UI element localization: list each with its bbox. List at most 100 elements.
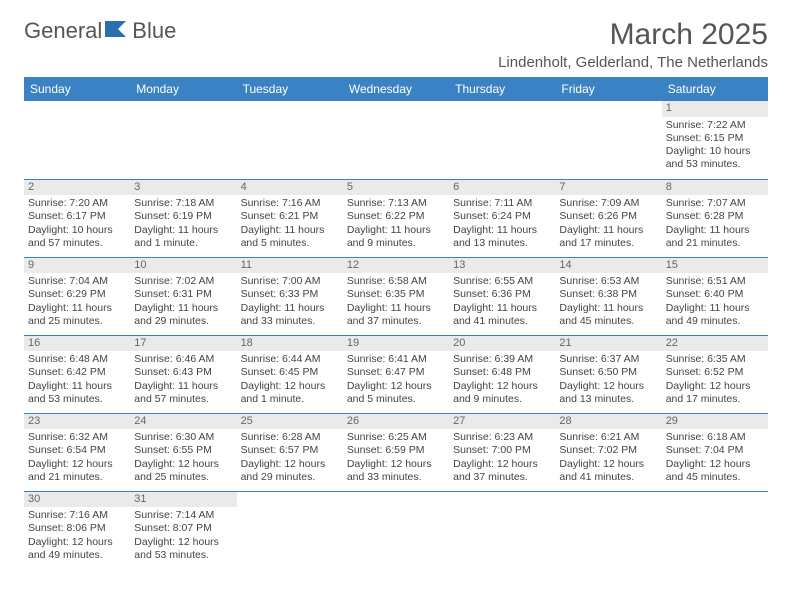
daylight-text: Daylight: 10 hours and 57 minutes. <box>28 224 126 250</box>
sunset-text: Sunset: 6:22 PM <box>347 210 445 223</box>
day-number: 9 <box>24 258 130 274</box>
sunset-text: Sunset: 6:57 PM <box>241 444 339 457</box>
sunrise-text: Sunrise: 6:41 AM <box>347 353 445 366</box>
flag-icon <box>104 18 130 44</box>
calendar-week-row: 23Sunrise: 6:32 AMSunset: 6:54 PMDayligh… <box>24 413 768 491</box>
calendar-day-cell: 9Sunrise: 7:04 AMSunset: 6:29 PMDaylight… <box>24 257 130 335</box>
sunrise-text: Sunrise: 6:44 AM <box>241 353 339 366</box>
daylight-text: Daylight: 11 hours and 21 minutes. <box>666 224 764 250</box>
day-header: Thursday <box>449 77 555 101</box>
day-number: 4 <box>237 180 343 196</box>
day-number: 12 <box>343 258 449 274</box>
day-number: 7 <box>555 180 661 196</box>
calendar-day-cell: 16Sunrise: 6:48 AMSunset: 6:42 PMDayligh… <box>24 335 130 413</box>
sunset-text: Sunset: 6:33 PM <box>241 288 339 301</box>
calendar-day-cell <box>237 101 343 179</box>
title-block: March 2025 Lindenholt, Gelderland, The N… <box>498 18 768 71</box>
daylight-text: Daylight: 11 hours and 1 minute. <box>134 224 232 250</box>
daylight-text: Daylight: 12 hours and 13 minutes. <box>559 380 657 406</box>
day-number: 1 <box>662 101 768 117</box>
sunset-text: Sunset: 6:52 PM <box>666 366 764 379</box>
sunrise-text: Sunrise: 6:30 AM <box>134 431 232 444</box>
daylight-text: Daylight: 11 hours and 25 minutes. <box>28 302 126 328</box>
daylight-text: Daylight: 11 hours and 33 minutes. <box>241 302 339 328</box>
calendar-day-cell: 11Sunrise: 7:00 AMSunset: 6:33 PMDayligh… <box>237 257 343 335</box>
day-number: 3 <box>130 180 236 196</box>
sunrise-text: Sunrise: 6:55 AM <box>453 275 551 288</box>
calendar-day-cell <box>130 101 236 179</box>
calendar-day-cell: 3Sunrise: 7:18 AMSunset: 6:19 PMDaylight… <box>130 179 236 257</box>
day-number: 5 <box>343 180 449 196</box>
calendar-day-cell: 24Sunrise: 6:30 AMSunset: 6:55 PMDayligh… <box>130 413 236 491</box>
daylight-text: Daylight: 12 hours and 5 minutes. <box>347 380 445 406</box>
calendar-week-row: 16Sunrise: 6:48 AMSunset: 6:42 PMDayligh… <box>24 335 768 413</box>
day-number: 2 <box>24 180 130 196</box>
calendar-week-row: 30Sunrise: 7:16 AMSunset: 8:06 PMDayligh… <box>24 491 768 569</box>
day-number: 6 <box>449 180 555 196</box>
day-number: 14 <box>555 258 661 274</box>
calendar-day-cell <box>237 491 343 569</box>
day-number: 18 <box>237 336 343 352</box>
day-number: 17 <box>130 336 236 352</box>
sunrise-text: Sunrise: 6:51 AM <box>666 275 764 288</box>
daylight-text: Daylight: 11 hours and 57 minutes. <box>134 380 232 406</box>
sunset-text: Sunset: 6:43 PM <box>134 366 232 379</box>
sunset-text: Sunset: 6:36 PM <box>453 288 551 301</box>
calendar-day-cell: 31Sunrise: 7:14 AMSunset: 8:07 PMDayligh… <box>130 491 236 569</box>
sunrise-text: Sunrise: 7:09 AM <box>559 197 657 210</box>
sunset-text: Sunset: 6:42 PM <box>28 366 126 379</box>
day-number: 23 <box>24 414 130 430</box>
sunrise-text: Sunrise: 7:22 AM <box>666 119 764 132</box>
page-header: General Blue March 2025 Lindenholt, Gelde… <box>24 18 768 71</box>
daylight-text: Daylight: 12 hours and 1 minute. <box>241 380 339 406</box>
day-header: Monday <box>130 77 236 101</box>
daylight-text: Daylight: 12 hours and 17 minutes. <box>666 380 764 406</box>
calendar-day-cell <box>343 101 449 179</box>
daylight-text: Daylight: 12 hours and 49 minutes. <box>28 536 126 562</box>
daylight-text: Daylight: 12 hours and 9 minutes. <box>453 380 551 406</box>
brand-text-part1: General <box>24 18 102 44</box>
daylight-text: Daylight: 11 hours and 37 minutes. <box>347 302 445 328</box>
brand-text-part2: Blue <box>132 18 176 44</box>
sunrise-text: Sunrise: 7:13 AM <box>347 197 445 210</box>
month-title: March 2025 <box>498 18 768 52</box>
sunset-text: Sunset: 7:02 PM <box>559 444 657 457</box>
calendar-day-cell: 28Sunrise: 6:21 AMSunset: 7:02 PMDayligh… <box>555 413 661 491</box>
sunrise-text: Sunrise: 6:35 AM <box>666 353 764 366</box>
sunset-text: Sunset: 8:07 PM <box>134 522 232 535</box>
daylight-text: Daylight: 11 hours and 29 minutes. <box>134 302 232 328</box>
daylight-text: Daylight: 12 hours and 29 minutes. <box>241 458 339 484</box>
day-number: 22 <box>662 336 768 352</box>
calendar-day-cell: 21Sunrise: 6:37 AMSunset: 6:50 PMDayligh… <box>555 335 661 413</box>
sunrise-text: Sunrise: 6:23 AM <box>453 431 551 444</box>
calendar-day-cell: 8Sunrise: 7:07 AMSunset: 6:28 PMDaylight… <box>662 179 768 257</box>
day-number: 31 <box>130 492 236 508</box>
sunset-text: Sunset: 6:40 PM <box>666 288 764 301</box>
calendar-day-cell: 23Sunrise: 6:32 AMSunset: 6:54 PMDayligh… <box>24 413 130 491</box>
daylight-text: Daylight: 11 hours and 5 minutes. <box>241 224 339 250</box>
calendar-day-cell <box>555 101 661 179</box>
sunset-text: Sunset: 6:35 PM <box>347 288 445 301</box>
calendar-day-cell <box>449 491 555 569</box>
calendar-day-cell: 29Sunrise: 6:18 AMSunset: 7:04 PMDayligh… <box>662 413 768 491</box>
calendar-week-row: 9Sunrise: 7:04 AMSunset: 6:29 PMDaylight… <box>24 257 768 335</box>
sunset-text: Sunset: 6:47 PM <box>347 366 445 379</box>
sunset-text: Sunset: 6:38 PM <box>559 288 657 301</box>
calendar-week-row: 1Sunrise: 7:22 AMSunset: 6:15 PMDaylight… <box>24 101 768 179</box>
sunrise-text: Sunrise: 7:07 AM <box>666 197 764 210</box>
calendar-day-cell: 25Sunrise: 6:28 AMSunset: 6:57 PMDayligh… <box>237 413 343 491</box>
sunrise-text: Sunrise: 6:39 AM <box>453 353 551 366</box>
calendar-day-cell: 12Sunrise: 6:58 AMSunset: 6:35 PMDayligh… <box>343 257 449 335</box>
sunrise-text: Sunrise: 7:16 AM <box>241 197 339 210</box>
sunrise-text: Sunrise: 6:21 AM <box>559 431 657 444</box>
day-number: 13 <box>449 258 555 274</box>
sunrise-text: Sunrise: 7:04 AM <box>28 275 126 288</box>
calendar-day-cell: 1Sunrise: 7:22 AMSunset: 6:15 PMDaylight… <box>662 101 768 179</box>
calendar-day-cell <box>555 491 661 569</box>
calendar-day-cell: 7Sunrise: 7:09 AMSunset: 6:26 PMDaylight… <box>555 179 661 257</box>
daylight-text: Daylight: 12 hours and 53 minutes. <box>134 536 232 562</box>
daylight-text: Daylight: 12 hours and 25 minutes. <box>134 458 232 484</box>
sunset-text: Sunset: 6:24 PM <box>453 210 551 223</box>
calendar-day-cell <box>662 491 768 569</box>
calendar-day-cell: 13Sunrise: 6:55 AMSunset: 6:36 PMDayligh… <box>449 257 555 335</box>
